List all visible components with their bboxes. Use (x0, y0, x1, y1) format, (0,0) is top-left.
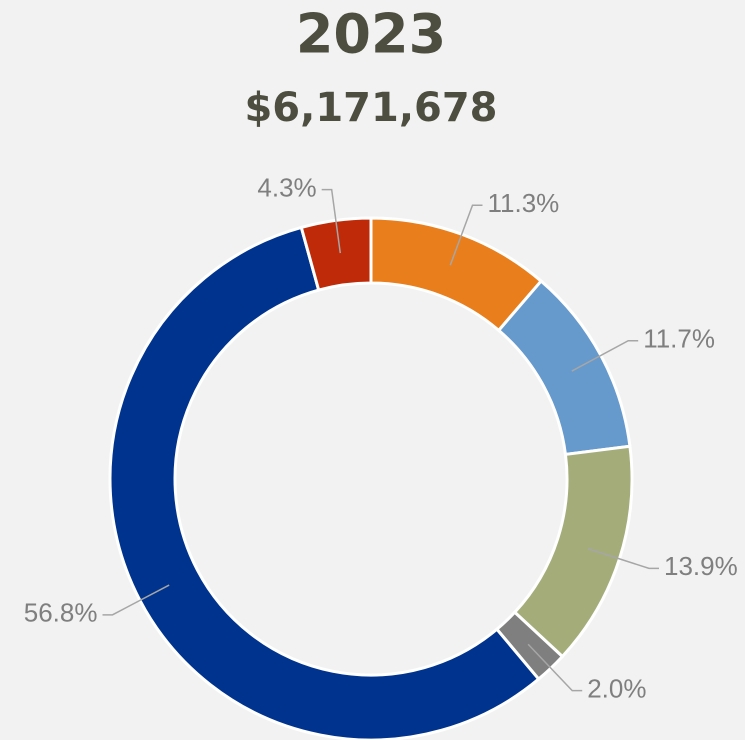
chart-subtitle: $6,171,678 (244, 85, 497, 131)
leader-line (449, 204, 483, 266)
leader-line (321, 188, 342, 254)
data-label: 4.3% (257, 173, 316, 203)
leader-line (527, 643, 583, 692)
data-label: 56.8% (24, 598, 98, 628)
chart-title: 2023 (296, 3, 446, 66)
donut-segment (299, 216, 373, 292)
leader-line (102, 584, 170, 616)
leader-line (587, 548, 659, 570)
data-label: 13.9% (664, 551, 738, 581)
donut-segment (108, 225, 541, 740)
data-label: 11.3% (487, 188, 559, 218)
leader-line (571, 339, 639, 372)
data-label: 2.0% (587, 673, 646, 703)
data-label: 11.7% (643, 324, 715, 354)
